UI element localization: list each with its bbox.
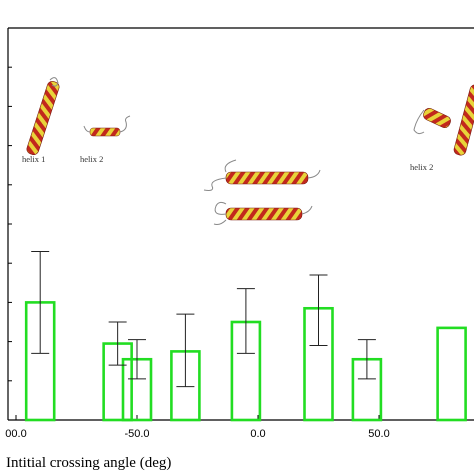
x-ticks: 00.0 -50.0 0.0 50.0 <box>5 415 390 440</box>
bar-7 <box>436 326 467 422</box>
x-tick-label-2: 0.0 <box>250 428 265 440</box>
helix2-right-loop-picture <box>413 109 425 135</box>
axes <box>7 27 474 421</box>
center-helix-bottom-picture <box>213 201 313 225</box>
inset-helix-structures: helix 1 helix 2 helix 2 <box>22 77 474 225</box>
center-helix-top-picture <box>203 159 321 191</box>
helix2-picture <box>83 115 131 137</box>
inset-label-helix-1: helix 1 <box>22 154 45 164</box>
x-tick-label-0: 00.0 <box>5 428 26 440</box>
y-ticks <box>8 27 12 421</box>
inset-label-helix-2-right: helix 2 <box>410 162 433 172</box>
right-edge-helix-picture <box>453 84 474 156</box>
helix1-picture <box>26 81 60 155</box>
error-bars <box>31 250 376 388</box>
x-tick-label-3: 50.0 <box>368 428 389 440</box>
inset-label-helix-2-left: helix 2 <box>80 154 103 164</box>
helix1-loop-picture <box>49 77 59 87</box>
helix2-right-picture <box>423 107 451 129</box>
x-axis-title: Intitial crossing angle (deg) <box>6 455 171 471</box>
x-tick-label-1: -50.0 <box>124 428 149 440</box>
